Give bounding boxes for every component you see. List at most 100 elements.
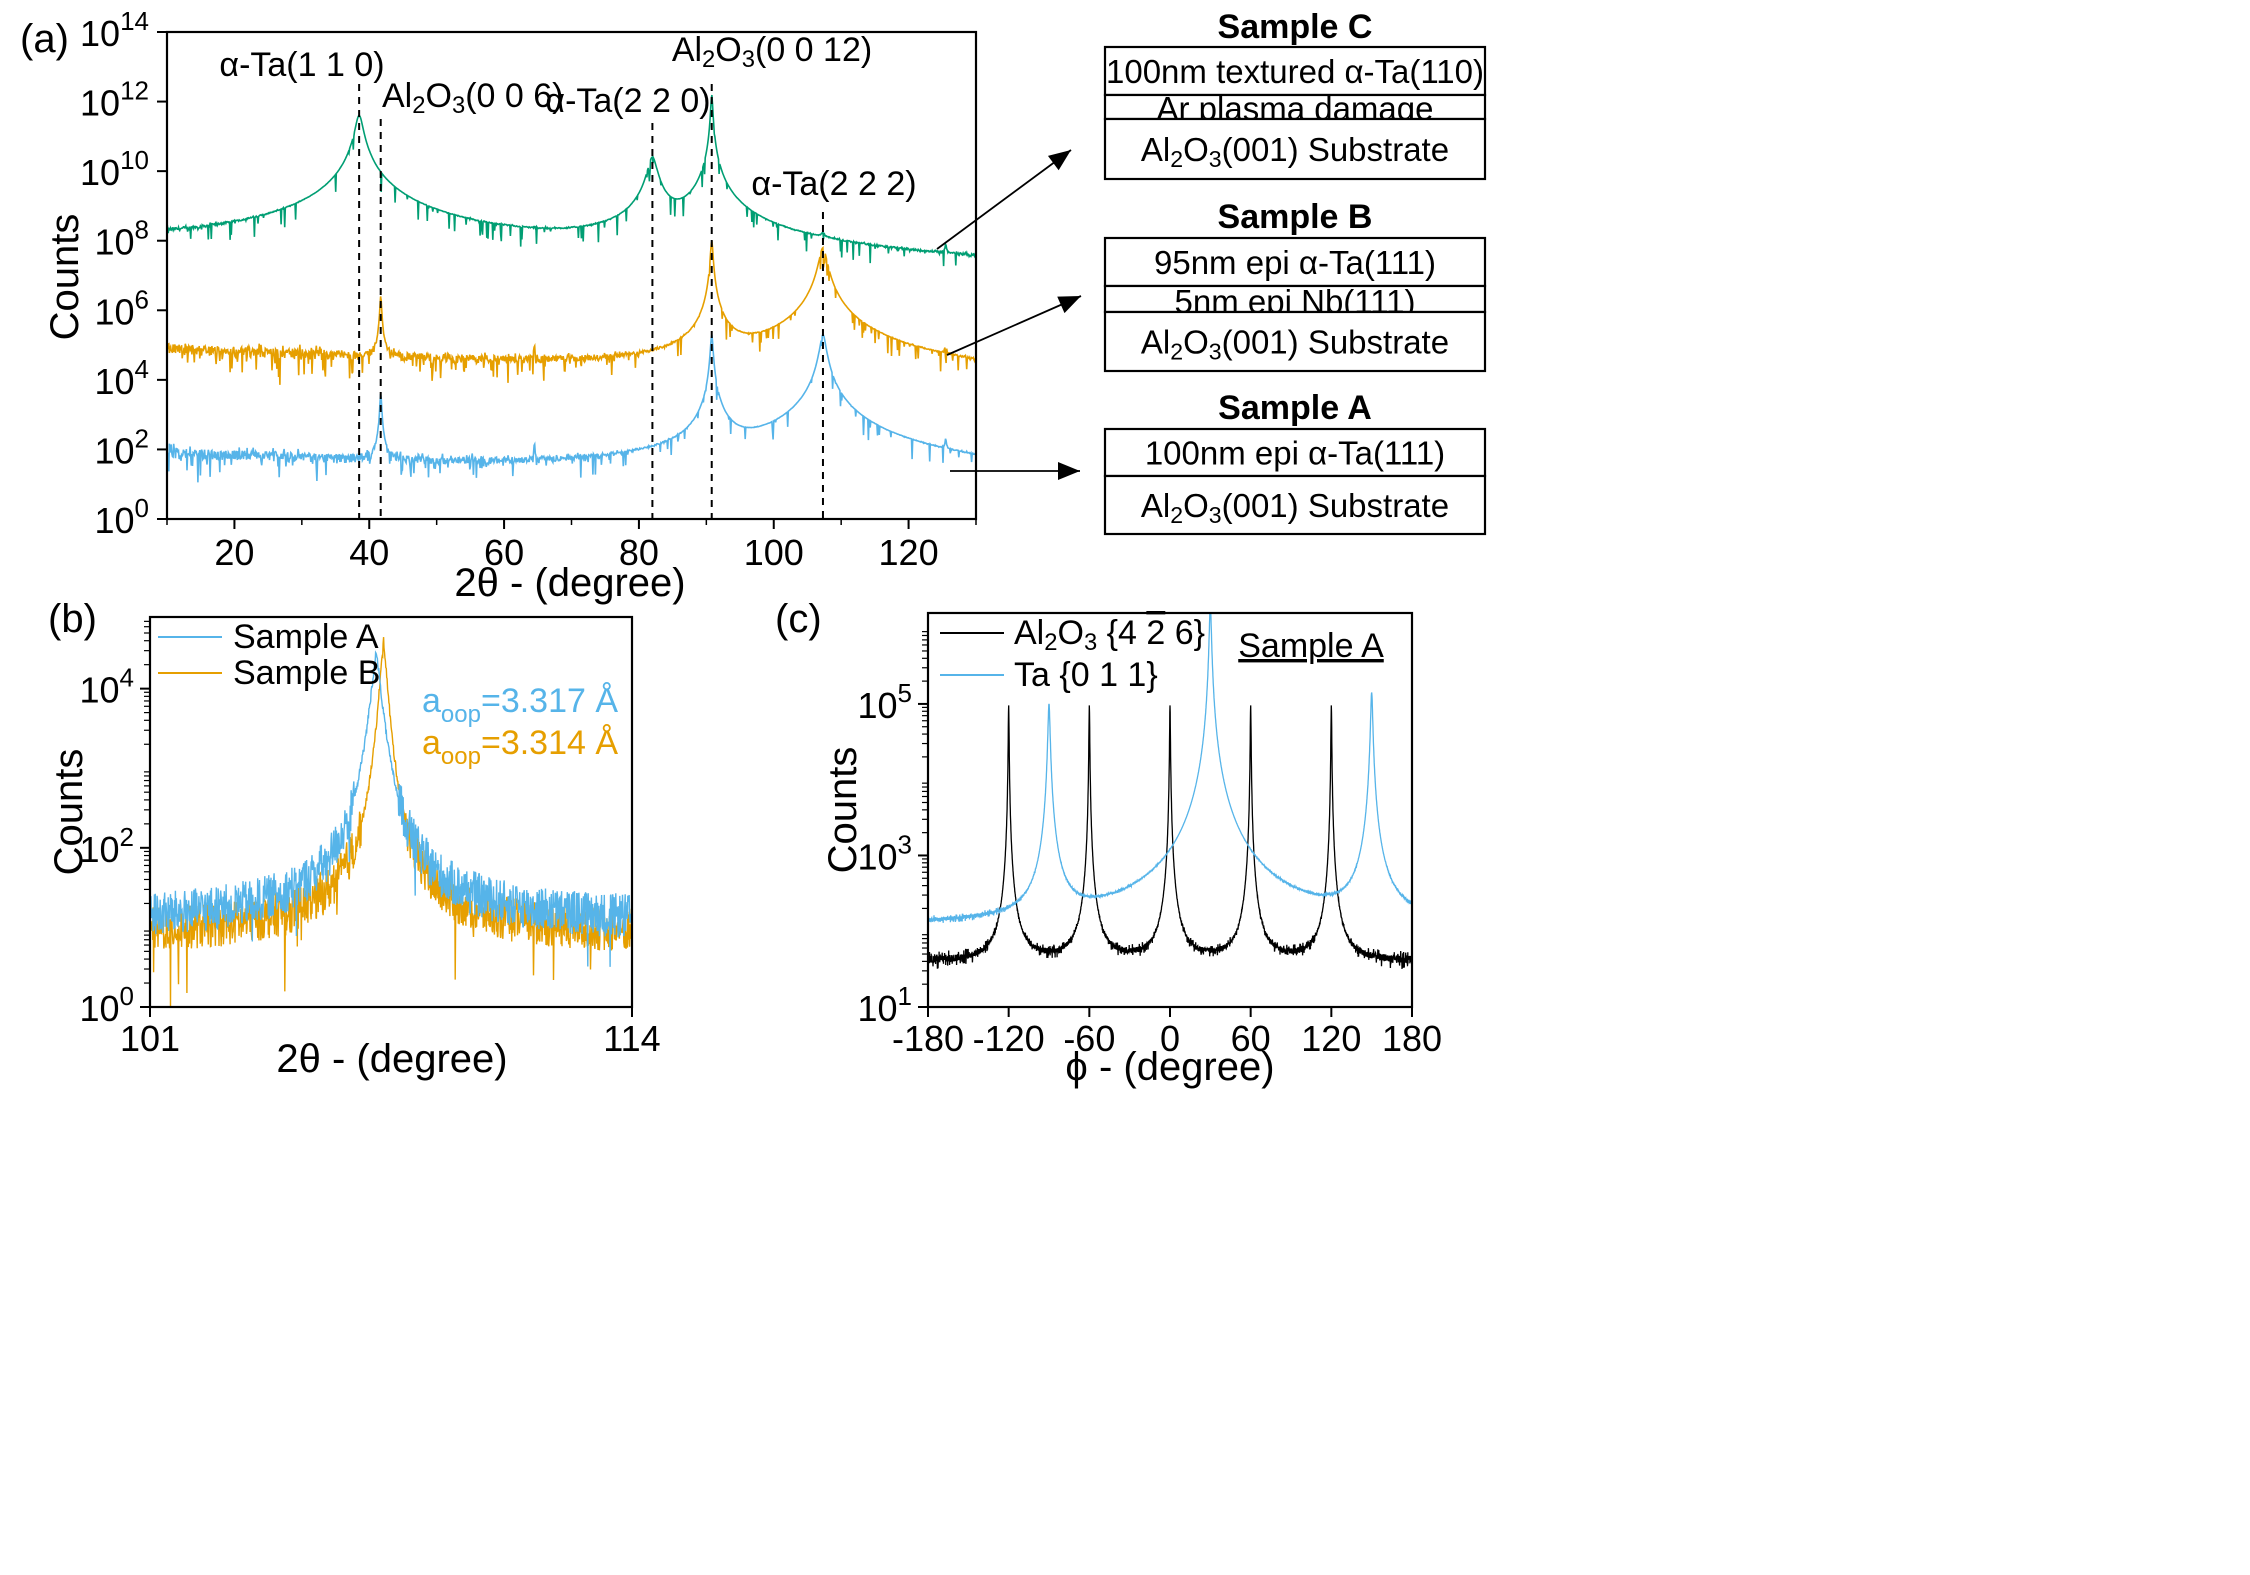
legend-label: Sample B	[233, 654, 380, 692]
y-axis-label: Counts	[821, 747, 865, 874]
lattice-annotation: aoop=3.317 Å	[422, 682, 618, 728]
stack-layer-label: 100nm epi α-Ta(111)	[1145, 435, 1445, 472]
series-line-ta	[927, 612, 1413, 925]
annotation-subscript: oop	[441, 743, 481, 770]
text-part: (001) Substrate	[1222, 324, 1449, 361]
text-part: 2	[1146, 614, 1165, 652]
x-tick-label: 180	[1382, 1018, 1442, 1059]
panel-label: (a)	[20, 17, 69, 61]
y-tick-label: 100	[94, 493, 149, 541]
text-part: 100nm textured α-Ta(110)	[1106, 53, 1484, 90]
y-tick-exponent: 14	[120, 6, 149, 36]
y-tick-label: 1014	[80, 6, 149, 54]
text-part: 3	[1084, 629, 1097, 656]
stack-layer	[1103, 117, 1487, 181]
y-tick-label: 1010	[80, 145, 149, 193]
panel-label: (c)	[775, 597, 822, 641]
peak-label: Al2O3(0 0 6)	[382, 77, 563, 119]
y-tick-label: 100	[79, 981, 134, 1029]
x-axis-label: 2θ - (degree)	[276, 1037, 507, 1081]
y-tick-label: 106	[94, 284, 149, 332]
text-part: O	[1183, 324, 1209, 361]
y-tick-mantissa: 10	[79, 670, 119, 711]
text-part: 100nm epi α-Ta(111)	[1145, 435, 1445, 472]
annotation-value: =3.317 Å	[481, 682, 618, 720]
x-tick-label: 101	[120, 1018, 180, 1059]
stack-layer-label: 100nm textured α-Ta(110)	[1106, 53, 1484, 90]
text-part: 2	[1170, 146, 1183, 172]
x-tick-label: -60	[1063, 1018, 1115, 1059]
y-tick-label: 104	[79, 663, 134, 711]
text-part: O	[715, 31, 741, 69]
arrow-head	[1047, 150, 1071, 171]
y-tick-label: 104	[94, 354, 149, 402]
x-tick-label: 120	[1301, 1018, 1361, 1059]
text-part: α-Ta(2 2 2)	[751, 165, 916, 203]
text-part: (0 0 6)	[465, 77, 563, 115]
text-part: {4	[1097, 614, 1146, 652]
text-part: Al	[672, 31, 702, 69]
text-part: Al	[1141, 324, 1170, 361]
annotation-prefix: a	[422, 682, 441, 720]
stack-layer-label: Al2O3(001) Substrate	[1141, 324, 1449, 365]
y-tick-mantissa: 10	[857, 836, 897, 877]
y-tick-mantissa: 10	[79, 829, 119, 870]
peak-label: α-Ta(1 1 0)	[219, 46, 384, 84]
stack-layer	[1103, 45, 1487, 97]
text-part: Al	[1014, 614, 1044, 652]
series-line-al2o3	[927, 705, 1413, 970]
legend-label: Al2O3 {4 2 6}	[1014, 614, 1205, 656]
y-tick-mantissa: 10	[857, 988, 897, 1029]
peak-label: α-Ta(2 2 2)	[751, 165, 916, 203]
y-tick-mantissa: 10	[94, 291, 134, 332]
annotation-prefix: a	[422, 724, 441, 762]
y-tick-exponent: 10	[120, 145, 149, 175]
text-part: α-Ta(1 1 0)	[219, 46, 384, 84]
text-part: 3	[742, 46, 755, 73]
y-tick-mantissa: 10	[79, 988, 119, 1029]
y-tick-exponent: 1	[898, 981, 912, 1011]
x-tick-label: 0	[1160, 1018, 1180, 1059]
x-tick-label: 60	[484, 532, 524, 573]
annotation-value: =3.314 Å	[481, 724, 618, 762]
y-tick-exponent: 6	[135, 284, 149, 314]
x-tick-label: -180	[892, 1018, 964, 1059]
legend-label: Sample A	[233, 618, 379, 656]
legend-label: Ta {0 1 1}	[1014, 656, 1158, 694]
plot-frame	[148, 615, 634, 1009]
text-part: (0 0 12)	[755, 31, 872, 69]
text-part: 95nm epi α-Ta(111)	[1154, 244, 1436, 281]
text-part: α-Ta(2 2 0)	[545, 82, 710, 120]
stack-title: Sample C	[1218, 8, 1373, 46]
arrow-head	[1058, 462, 1080, 480]
stack-layer	[1103, 310, 1487, 373]
text-part: 2	[702, 46, 715, 73]
x-tick-label: 100	[744, 532, 804, 573]
series-line-sample-c	[166, 94, 977, 267]
panel-label: (b)	[48, 597, 97, 641]
lattice-annotation: aoop=3.314 Å	[422, 724, 618, 770]
y-tick-exponent: 4	[120, 663, 134, 693]
x-tick-label: 80	[619, 532, 659, 573]
text-part: 3	[1209, 502, 1222, 528]
peak-label: Al2O3(0 0 12)	[672, 31, 872, 73]
x-tick-label: 40	[349, 532, 389, 573]
y-tick-exponent: 4	[135, 354, 149, 384]
x-tick-label: 120	[879, 532, 939, 573]
y-tick-mantissa: 10	[94, 222, 134, 263]
series-line-sample-a	[149, 650, 633, 967]
peak-label: α-Ta(2 2 0)	[545, 82, 710, 120]
y-tick-exponent: 2	[135, 423, 149, 453]
text-part: Ta {0 1 1}	[1014, 656, 1158, 694]
x-tick-label: 114	[603, 1018, 660, 1059]
y-tick-exponent: 0	[120, 981, 134, 1011]
text-part: 2	[1170, 338, 1183, 364]
stack-layer-label: Al2O3(001) Substrate	[1141, 487, 1449, 528]
annotation-subscript: oop	[441, 701, 481, 728]
y-tick-label: 1012	[80, 76, 149, 124]
